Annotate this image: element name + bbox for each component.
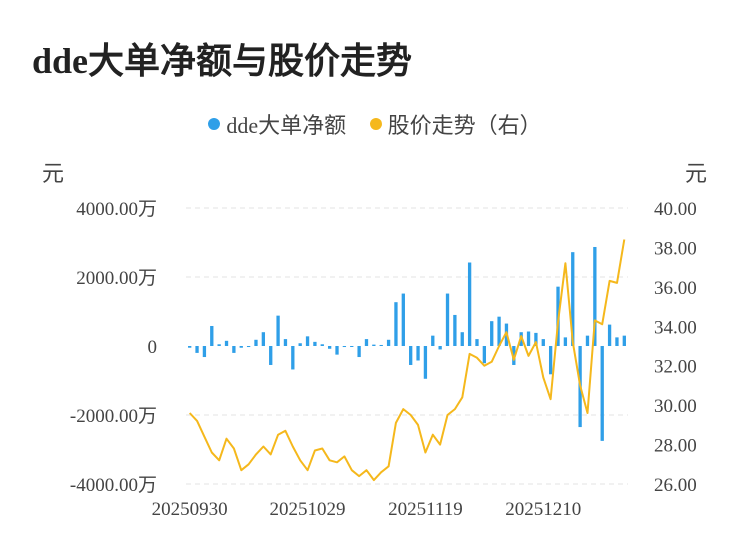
bar [305, 336, 310, 346]
bar [232, 346, 236, 353]
left-axis-unit: 元 [42, 161, 65, 186]
legend-label-price: 股价走势（右） [387, 113, 542, 138]
legend-dot-dde [208, 118, 221, 130]
left-tick-label: 4000.00万 [76, 199, 157, 220]
right-tick-label: 30.00 [654, 396, 697, 417]
bar [409, 346, 413, 365]
bar [490, 321, 494, 346]
bar [261, 332, 266, 346]
bar-series [188, 246, 626, 441]
bar [416, 346, 420, 361]
bar [445, 293, 450, 346]
bar [482, 346, 487, 364]
bar [372, 344, 376, 346]
bar [254, 339, 258, 346]
legend-label-dde: dde大单净额 [226, 113, 347, 138]
right-tick-label: 36.00 [654, 278, 697, 299]
grid-lines [186, 207, 628, 485]
x-tick-label: 20251029 [270, 499, 346, 520]
bar [188, 346, 192, 348]
bar [364, 339, 369, 346]
bar [467, 262, 472, 346]
right-axis-unit: 元 [685, 161, 708, 186]
right-tick-label: 32.00 [654, 357, 697, 378]
x-tick-label: 20250930 [152, 499, 228, 520]
bar [475, 339, 479, 346]
bar [195, 346, 199, 353]
right-tick-label: 40.00 [654, 199, 697, 220]
bar [283, 339, 288, 346]
bar [394, 302, 398, 346]
right-tick-label: 28.00 [654, 436, 697, 457]
right-tick-label: 34.00 [654, 317, 697, 338]
x-tick-label: 20251210 [505, 499, 581, 520]
bar [438, 346, 442, 350]
legend-item-dde[interactable]: dde大单净额 [208, 108, 346, 140]
bar [350, 346, 354, 347]
bar [541, 339, 545, 346]
bar [320, 344, 324, 346]
bar [512, 346, 516, 365]
legend: dde大单净额 股价走势（右） [0, 108, 750, 140]
bar [342, 346, 347, 348]
left-tick-label: 0 [148, 337, 158, 358]
bar [534, 332, 538, 346]
bar [526, 331, 531, 346]
bar [276, 315, 280, 346]
bar [571, 252, 575, 346]
price-line [188, 239, 626, 482]
left-axis-ticks: 4000.00万 2000.00万 0 -2000.00万 -4000.00万 [70, 199, 157, 496]
bar [246, 346, 251, 348]
line-series [188, 239, 626, 482]
bar [291, 346, 295, 370]
bar [497, 316, 501, 346]
right-tick-label: 26.00 [654, 475, 697, 496]
bar [423, 346, 428, 379]
right-tick-label: 38.00 [654, 238, 697, 259]
bar [202, 346, 207, 358]
bar [548, 346, 553, 375]
right-axis-ticks: 40.00 38.00 36.00 34.00 32.00 30.00 28.00 26.00 [654, 199, 697, 496]
bar [431, 335, 435, 346]
chart-title: dde大单净额与股价走势 [32, 41, 413, 81]
bar [615, 337, 619, 346]
bar [335, 346, 339, 355]
bar [460, 332, 464, 346]
bar [607, 324, 612, 346]
bar [401, 293, 405, 346]
bar [313, 341, 317, 346]
bar [210, 325, 214, 346]
left-tick-label: -2000.00万 [70, 406, 157, 427]
bar [269, 346, 273, 365]
bar [585, 335, 590, 346]
left-tick-label: -4000.00万 [70, 475, 157, 496]
bar [600, 346, 604, 441]
legend-item-price[interactable]: 股价走势（右） [369, 108, 542, 140]
bar [386, 339, 391, 346]
left-tick-label: 2000.00万 [76, 268, 157, 289]
x-axis-ticks: 20250930 20251029 20251119 20251210 [152, 499, 582, 520]
bar [379, 344, 383, 346]
bar [453, 314, 457, 346]
bar [327, 346, 332, 349]
bar [593, 246, 597, 346]
x-tick-label: 20251119 [388, 499, 463, 520]
bar [563, 337, 568, 346]
bar [622, 335, 626, 346]
bar [357, 346, 361, 358]
bar [239, 346, 243, 348]
bar [298, 343, 302, 346]
bar [217, 344, 221, 346]
legend-dot-price [369, 118, 382, 130]
bar [224, 340, 229, 346]
